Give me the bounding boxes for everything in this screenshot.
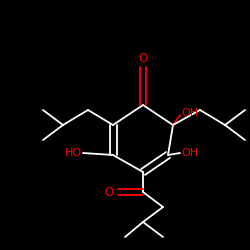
Text: OH: OH [182,148,198,158]
Text: O: O [104,186,114,198]
Text: O: O [138,52,147,64]
Text: OH: OH [182,108,198,118]
Text: HO: HO [64,148,82,158]
